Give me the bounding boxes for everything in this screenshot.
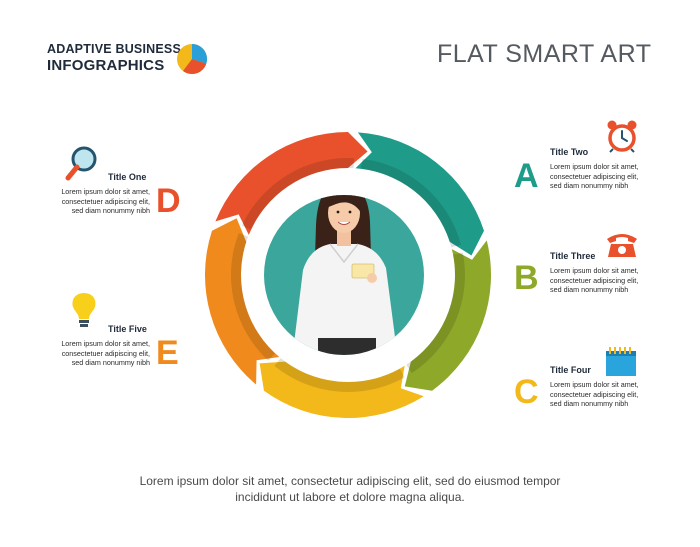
ring-segment-c-shade [274,358,405,392]
ring-segment-c [259,361,424,418]
page-title: FLAT SMART ART [437,40,652,68]
brand-pie-icon [177,43,208,75]
footer-line-1: Lorem ipsum dolor sit amet, consectetur … [139,474,561,488]
item-title-three: Title Three [550,251,596,261]
item-text-three: Lorem ipsum dolor sit amet, consectetuer… [550,266,639,295]
calendar-icon [606,347,636,376]
telephone-icon [607,234,637,257]
light-bulb-icon [72,293,96,327]
businesswoman-illustration [292,195,398,355]
item-letter-e: E [156,334,179,372]
magnifier-icon [65,146,97,181]
ring-segment-d [215,132,368,235]
item-text-two: Lorem ipsum dolor sit amet, consectetuer… [550,162,639,191]
item-title-one: Title One [108,172,147,182]
ring-segment-e [205,218,280,385]
ring-segment-e-shade [230,233,276,361]
brand-title-line1: ADAPTIVE BUSINESS [47,42,181,56]
ring-segment-d-shade [241,158,355,230]
item-text-four: Lorem ipsum dolor sit amet, consectetuer… [550,380,639,409]
item-letter-d: D [156,182,181,220]
item-letter-a: A [514,157,539,195]
footer-line-2: incididunt ut labore et dolore magna ali… [235,490,465,504]
item-text-one: Lorem ipsum dolor sit amet, consectetuer… [61,187,150,216]
ring-segment-b [404,240,492,391]
footer-caption: Lorem ipsum dolor sit amet, consectetur … [100,473,600,505]
item-text-five: Lorem ipsum dolor sit amet, consectetuer… [61,339,150,368]
item-title-four: Title Four [550,365,591,375]
item-title-two: Title Two [550,147,589,157]
alarm-clock-icon [607,120,637,153]
ring-segment-a [355,132,485,256]
item-title-five: Title Five [108,324,147,334]
brand-title-line2: INFOGRAPHICS [47,57,165,74]
item-letter-b: B [514,259,539,297]
ring-segment-b-shade [406,252,465,374]
item-letter-c: C [514,373,539,411]
ring-segment-a-shade [361,158,462,248]
